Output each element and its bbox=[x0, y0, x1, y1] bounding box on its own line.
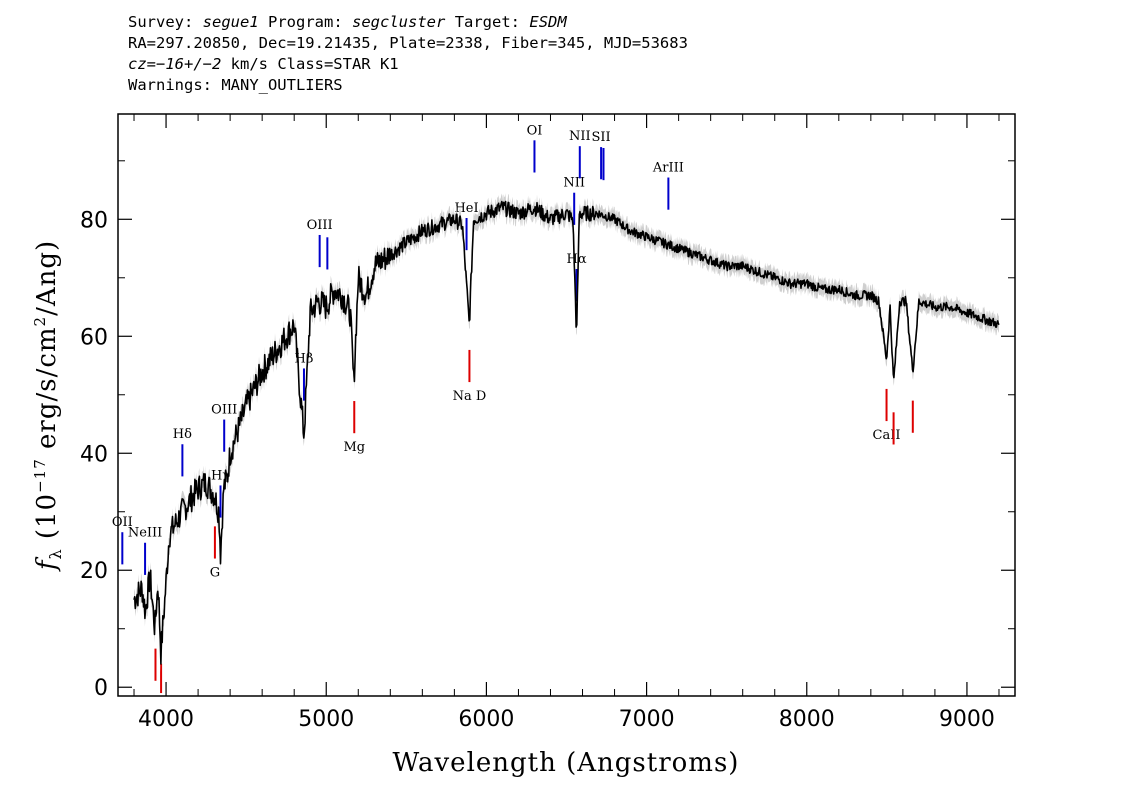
y-label-exp1: −17 bbox=[31, 458, 49, 493]
x-tick-label: 8000 bbox=[779, 707, 835, 732]
target-value: ESDM bbox=[529, 13, 567, 31]
y-tick-label: 60 bbox=[80, 325, 108, 350]
y-tick-label: 0 bbox=[94, 676, 108, 701]
survey-label: Survey: bbox=[128, 13, 194, 31]
header-line-4: Warnings: MANY_OUTLIERS bbox=[128, 76, 343, 94]
absorption-line-label: Mg bbox=[343, 440, 365, 455]
y-label-mid: erg/s/cm bbox=[32, 326, 62, 458]
x-tick-label: 9000 bbox=[939, 707, 995, 732]
y-label-f: f bbox=[32, 556, 62, 572]
emission-line-label: Hα bbox=[567, 252, 587, 267]
x-tick-label: 6000 bbox=[458, 707, 514, 732]
emission-line-label: NeIII bbox=[128, 526, 162, 541]
emission-line-label: NII bbox=[563, 176, 585, 191]
y-label-post: /Ang) bbox=[32, 240, 62, 316]
absorption-line-label: G bbox=[210, 566, 220, 581]
x-tick-label: 4000 bbox=[138, 707, 194, 732]
header-line-3: cz=−16+/−2 km/s Class=STAR K1 bbox=[128, 54, 688, 75]
emission-line-label: Hδ bbox=[173, 427, 192, 442]
target-label: Target: bbox=[454, 13, 521, 31]
plot-frame bbox=[117, 113, 1016, 697]
program-value: segcluster bbox=[352, 13, 446, 31]
y-tick-label: 20 bbox=[80, 559, 108, 584]
emission-line-label: OIII bbox=[211, 403, 237, 418]
survey-value: segue1 bbox=[202, 13, 259, 31]
x-axis-label: Wavelength (Angstroms) bbox=[393, 748, 740, 778]
emission-line-label: OIII bbox=[307, 218, 333, 233]
absorption-line-label: CaII bbox=[873, 428, 901, 443]
x-tick-label: 7000 bbox=[619, 707, 675, 732]
emission-line-label: NII bbox=[569, 129, 591, 144]
header-line-2: RA=297.20850, Dec=19.21435, Plate=2338, … bbox=[128, 34, 688, 52]
spectrum-series bbox=[133, 193, 1000, 673]
program-label: Program: bbox=[268, 13, 343, 31]
flux-spectrum-line bbox=[133, 200, 1000, 665]
y-label-pre: (10 bbox=[32, 493, 62, 549]
absorption-line-label: Na D bbox=[453, 389, 487, 404]
emission-line-label: ArIII bbox=[652, 161, 684, 176]
axis-ticks: 4000 5000 6000 7000 8000 9000 0 20 40 60 80 bbox=[80, 114, 1015, 732]
emission-line-label: OII bbox=[112, 515, 133, 530]
y-tick-label: 80 bbox=[80, 208, 108, 233]
spectrum-header: Survey: segue1 Program: segcluster Targe… bbox=[128, 12, 688, 96]
y-tick-label: 40 bbox=[80, 442, 108, 467]
header-line-1: Survey: segue1 Program: segcluster Targe… bbox=[128, 12, 688, 33]
x-tick-label: 5000 bbox=[298, 707, 354, 732]
redshift-value: cz=−16+/−2 bbox=[128, 55, 222, 73]
y-axis-label: fλ (10−17 erg/s/cm2/Ang) bbox=[31, 240, 65, 572]
class-text: km/s Class=STAR K1 bbox=[221, 55, 399, 73]
y-label-sub: λ bbox=[46, 548, 65, 559]
y-label-exp2: 2 bbox=[31, 316, 49, 327]
emission-line-label: OI bbox=[527, 123, 543, 138]
emission-line-label: SII bbox=[592, 130, 611, 145]
